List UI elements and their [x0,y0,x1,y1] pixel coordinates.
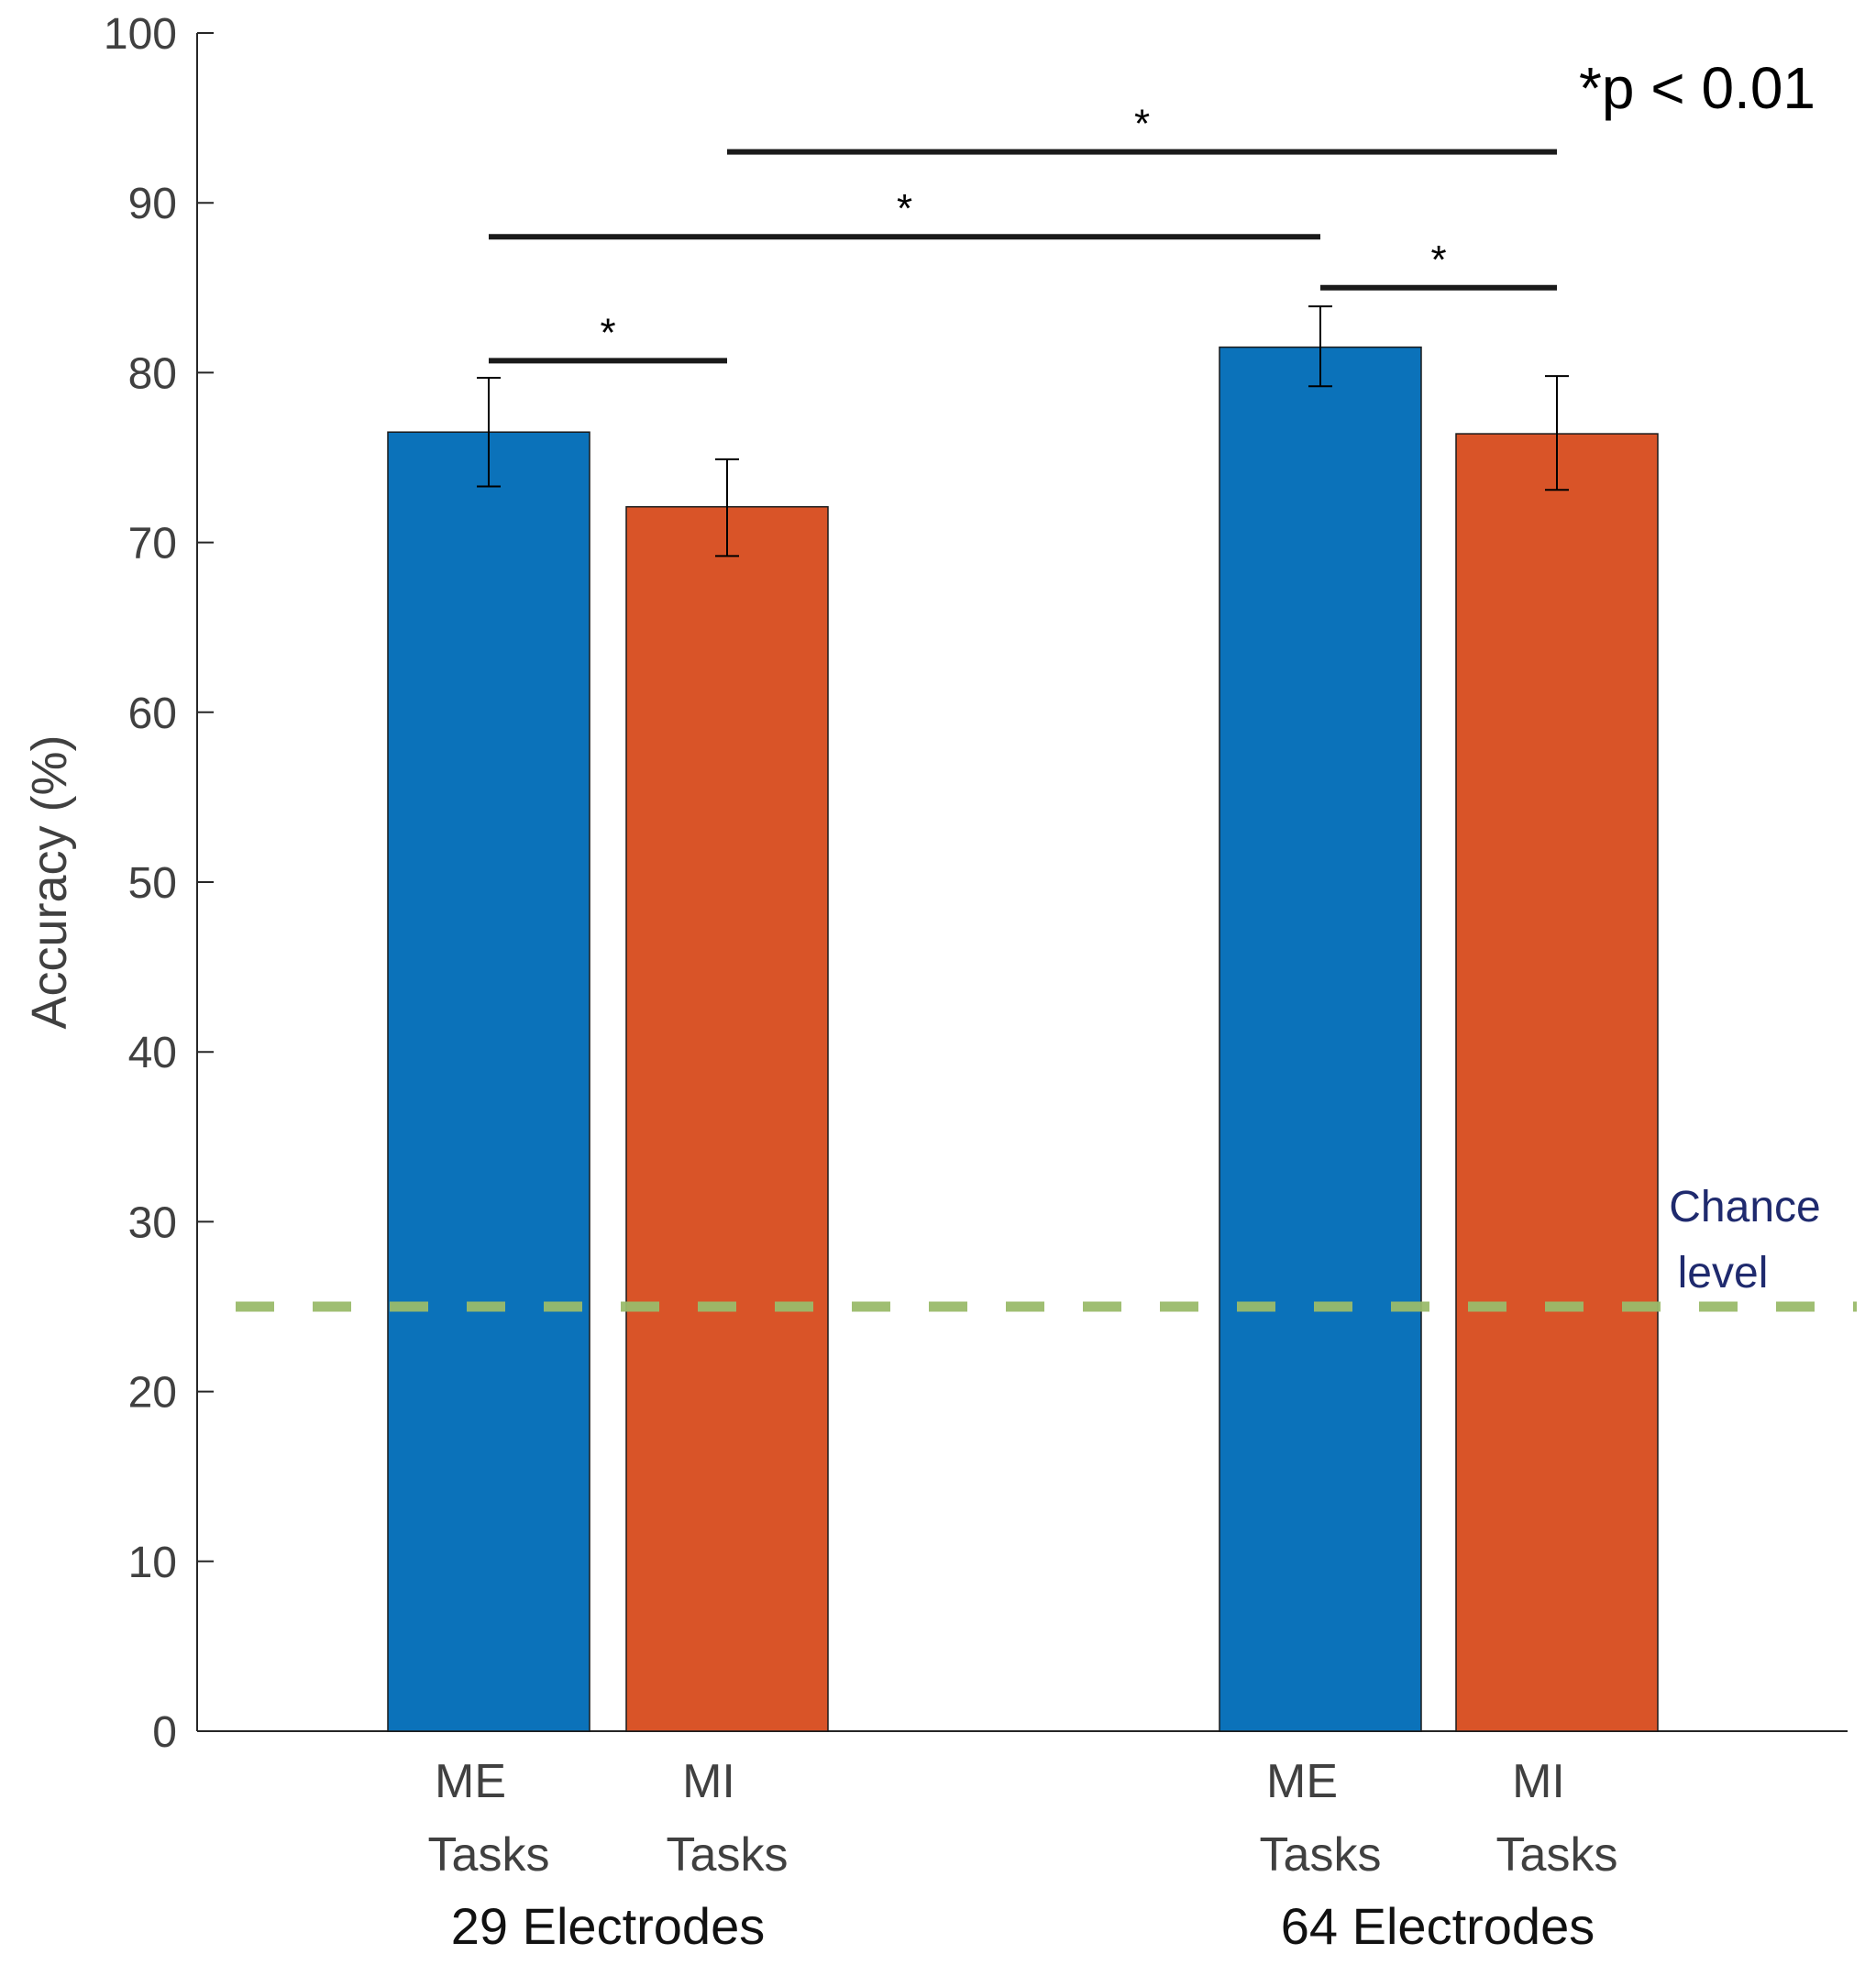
bars [387,305,1659,1732]
y-tick-label: 60 [128,690,177,738]
p-value-annotation: *p < 0.01 [1579,55,1815,121]
group-label: 29 Electrodes [451,1897,765,1955]
significance-bracket: * [1320,237,1557,291]
significance-bracket: * [489,186,1320,240]
category-label-line2: Tasks [667,1828,789,1882]
category-label-line1: ME [435,1755,506,1808]
bar-mi-3 [1455,433,1659,1732]
significance-star: * [1134,102,1150,147]
category-label-line2: Tasks [1260,1828,1382,1882]
y-tick-label: 20 [128,1369,177,1418]
chance-label-line1: Chance [1669,1183,1820,1231]
labels: Accuracy (%) ME Tasks MI Tasks ME Tasks MI Tasks… [22,55,1821,1955]
bar-mi-1 [625,505,829,1732]
significance-bracket: * [727,102,1557,155]
category-label-line1: MI [1512,1755,1565,1808]
error-bar [1308,305,1332,388]
significance-brackets: * * * * [489,102,1557,364]
y-tick-label: 0 [152,1708,177,1757]
y-tick-label: 30 [128,1198,177,1247]
error-bar [477,376,501,488]
axes: 0 10 20 30 40 50 60 70 80 90 100 [104,10,1848,1757]
significance-bracket: * [489,310,727,364]
y-axis-label: Accuracy (%) [22,734,77,1029]
category-label-line2: Tasks [428,1828,550,1882]
significance-star: * [897,186,912,231]
bar-me-0 [387,431,590,1732]
y-tick-label: 10 [128,1539,177,1587]
error-bar [715,458,739,557]
y-tick-label: 100 [104,10,177,59]
y-tick-label: 90 [128,180,177,228]
significance-star: * [600,310,615,355]
y-tick-label: 70 [128,520,177,569]
chance-label-line2: level [1678,1249,1769,1297]
category-label-line1: MI [682,1755,735,1808]
category-label-line2: Tasks [1496,1828,1618,1882]
y-tick-label: 50 [128,859,177,908]
significance-star: * [1430,237,1446,282]
bar-me-2 [1219,346,1422,1732]
category-label-line1: ME [1266,1755,1338,1808]
y-tick-label: 80 [128,349,177,398]
y-tick-label: 40 [128,1029,177,1077]
error-bar [1545,375,1569,491]
group-label: 64 Electrodes [1281,1897,1595,1955]
